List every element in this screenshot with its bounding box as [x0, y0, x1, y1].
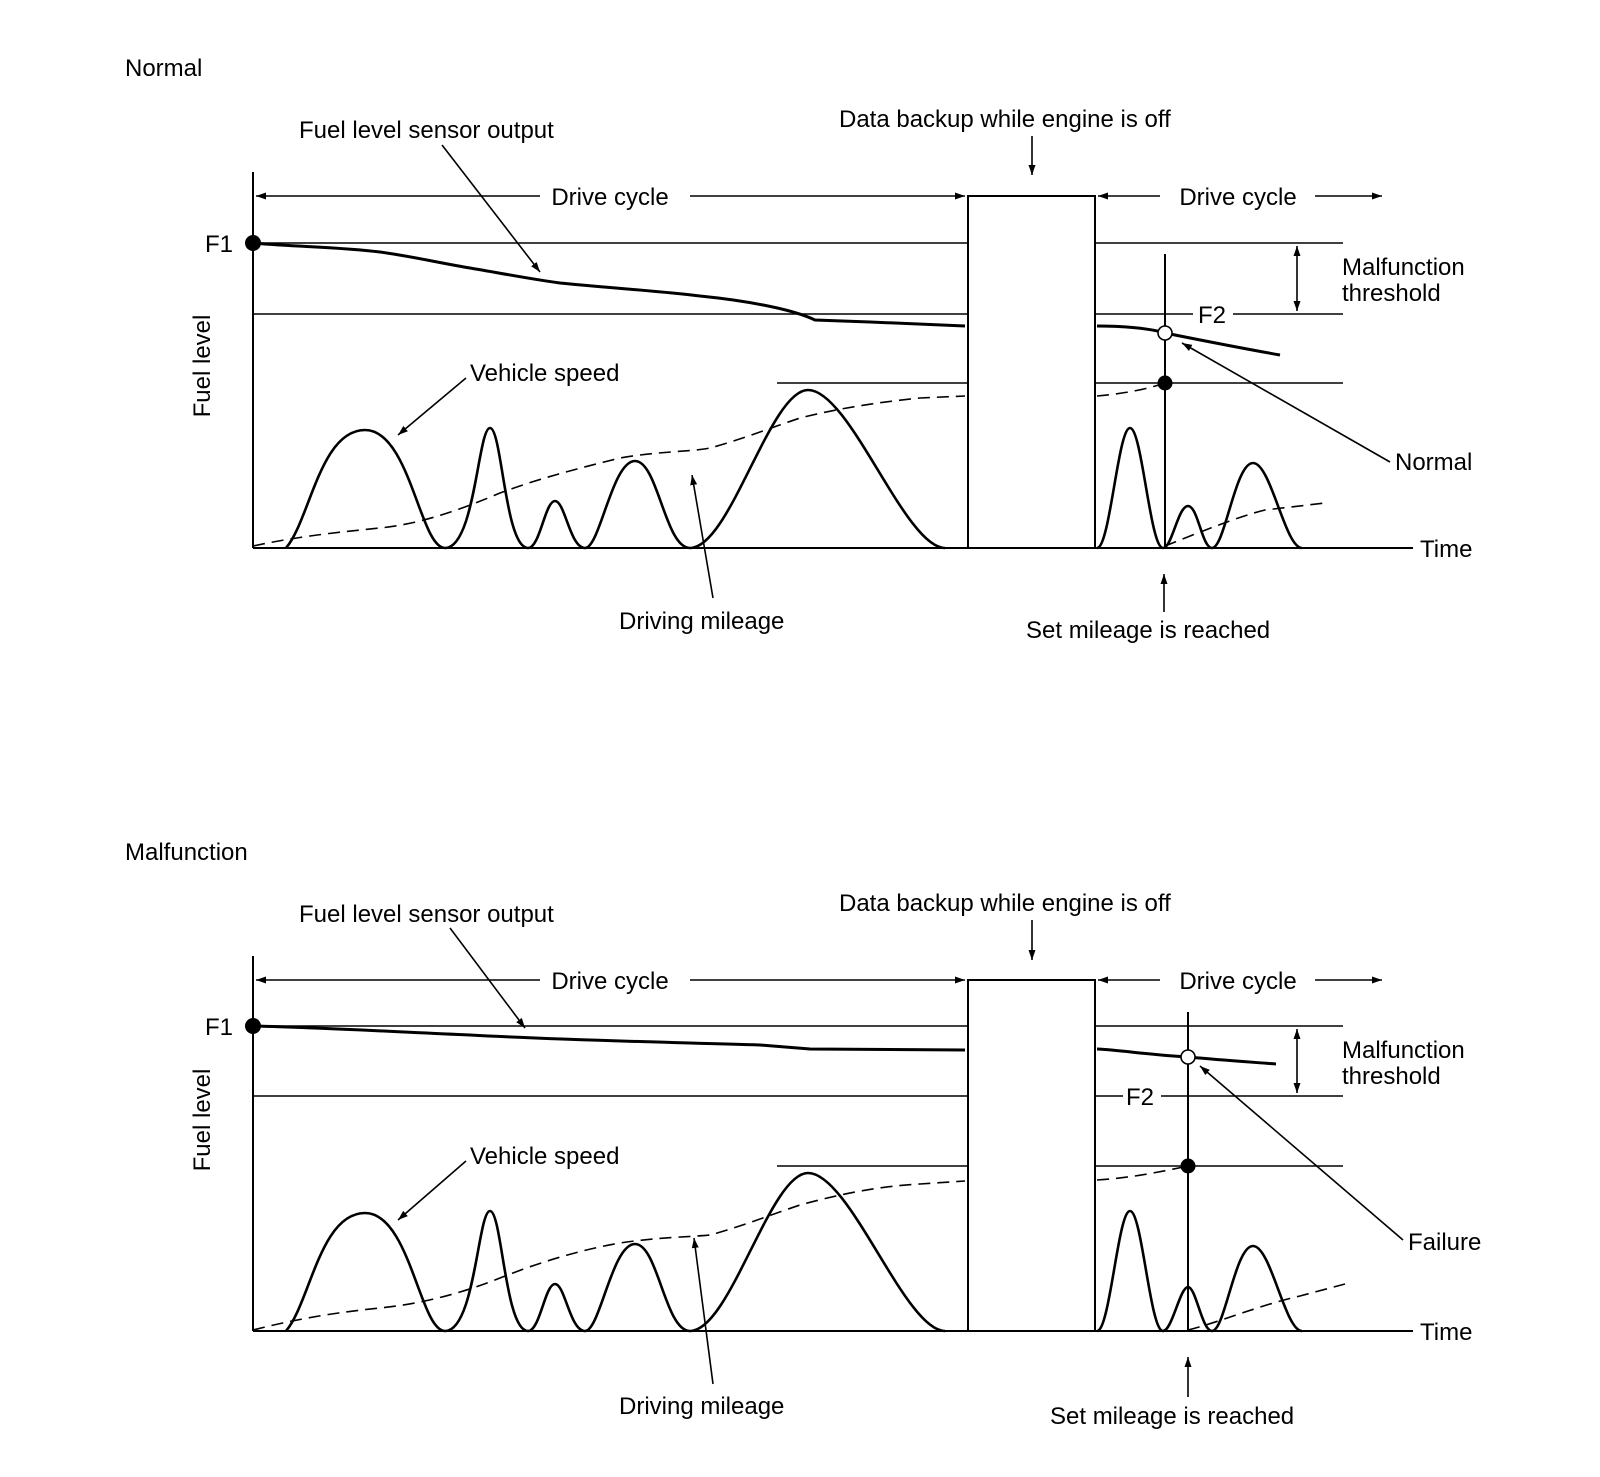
drive-cycle-label-1: Drive cycle [551, 184, 668, 211]
fuel-check-point [1180, 1049, 1196, 1065]
driving-mileage-curve-cycle1 [252, 1180, 966, 1331]
vehicle-speed-arrow [397, 1160, 467, 1221]
vehicle-speed-label: Vehicle speed [470, 360, 619, 387]
sensor-output-arrow [449, 927, 526, 1029]
threshold-label-line2: threshold [1342, 280, 1441, 307]
driving-mileage-arrow [691, 1237, 714, 1385]
f2-label: F2 [1198, 302, 1226, 329]
fuel-sensor-curve-cycle2 [1096, 324, 1281, 357]
f2-label: F2 [1126, 1084, 1154, 1111]
vehicle-speed-arrow [397, 377, 467, 436]
panel-normal: Normal Fuel level sensor output Data bac… [125, 55, 1472, 644]
threshold-label-line2: threshold [1342, 1063, 1441, 1090]
driving-mileage-curve-cycle2b [1187, 1283, 1346, 1331]
data-backup-label: Data backup while engine is off [839, 106, 1171, 133]
drive-cycle-label-2: Drive cycle [1179, 184, 1296, 211]
f1-label: F1 [205, 231, 233, 258]
threshold-label-line1: Malfunction [1342, 254, 1465, 281]
sensor-output-arrow [441, 144, 541, 273]
x-axis-label: Time [1420, 536, 1472, 563]
set-mileage-label: Set mileage is reached [1050, 1403, 1294, 1430]
driving-mileage-curve-cycle2a [1096, 382, 1166, 397]
panel-heading: Normal [125, 55, 202, 82]
result-arrow [1181, 342, 1391, 463]
vehicle-speed-curve-cycle1 [285, 1171, 946, 1333]
result-arrow [1199, 1065, 1404, 1241]
engine-off-block [967, 979, 1096, 1332]
set-mileage-point [1180, 1158, 1196, 1174]
sensor-output-label: Fuel level sensor output [299, 901, 554, 928]
fuel-check-point [1157, 325, 1173, 341]
fuel-sensor-curve-cycle1 [252, 1024, 966, 1052]
vehicle-speed-curve-cycle2 [1096, 426, 1303, 550]
driving-mileage-arrow [690, 474, 714, 599]
driving-mileage-curve-cycle1 [252, 395, 966, 547]
panel-heading: Malfunction [125, 839, 248, 866]
result-label: Normal [1395, 449, 1472, 476]
panel-malfunction: Malfunction Fuel level sensor output Dat… [125, 839, 1481, 1430]
y-axis-label: Fuel level [189, 1069, 216, 1172]
driving-mileage-curve-cycle2a [1096, 1165, 1189, 1181]
vehicle-speed-label: Vehicle speed [470, 1143, 619, 1170]
vehicle-speed-curve-cycle1 [285, 388, 946, 550]
driving-mileage-label: Driving mileage [619, 1393, 784, 1420]
drive-cycle-label-1: Drive cycle [551, 968, 668, 995]
result-label: Failure [1408, 1229, 1481, 1256]
vehicle-speed-curve-cycle2 [1096, 1209, 1303, 1333]
threshold-label-line1: Malfunction [1342, 1037, 1465, 1064]
fuel-sensor-curve-cycle1 [252, 241, 966, 328]
f1-label: F1 [205, 1014, 233, 1041]
y-axis-label: Fuel level [189, 315, 216, 418]
driving-mileage-label: Driving mileage [619, 608, 784, 635]
set-mileage-point [1157, 375, 1173, 391]
drive-cycle-label-2: Drive cycle [1179, 968, 1296, 995]
set-mileage-label: Set mileage is reached [1026, 617, 1270, 644]
sensor-output-label: Fuel level sensor output [299, 117, 554, 144]
engine-off-block [967, 195, 1096, 549]
f2-label-bg [1123, 1082, 1159, 1110]
f2-label-bg [1194, 300, 1230, 328]
x-axis-label: Time [1420, 1319, 1472, 1346]
driving-mileage-curve-cycle2b [1164, 502, 1326, 547]
data-backup-label: Data backup while engine is off [839, 890, 1171, 917]
